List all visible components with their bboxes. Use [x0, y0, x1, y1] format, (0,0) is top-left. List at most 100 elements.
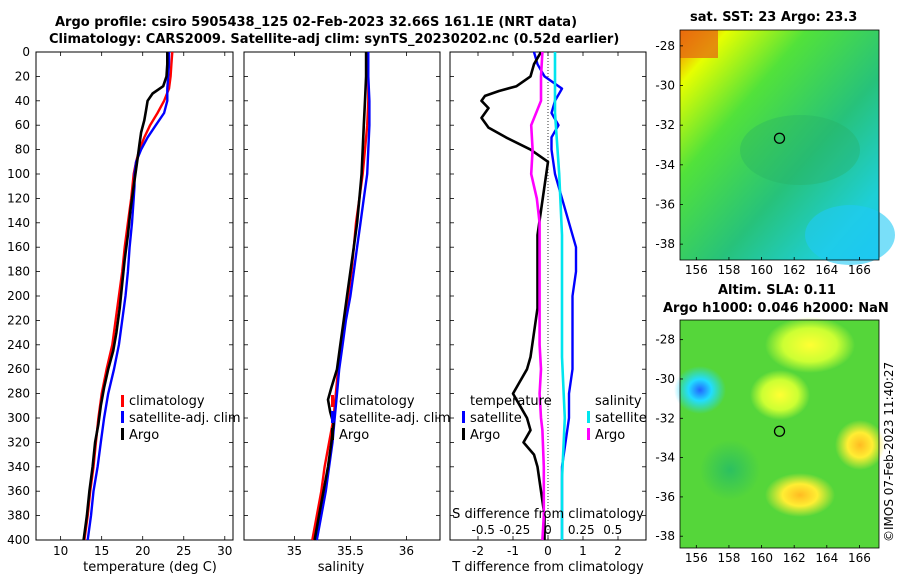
legend-swatch-climatology [121, 395, 124, 407]
plot-area [35, 51, 234, 541]
lat-tick-label: -32 [655, 118, 675, 132]
lon-tick-label: 162 [783, 263, 806, 277]
s-difference-xlabel: S difference from climatology [452, 507, 644, 522]
lat-tick-label: -34 [655, 158, 675, 172]
salinity-panel-frame [243, 51, 441, 541]
s-diff-tick-label: -0.5 [472, 523, 495, 537]
series-line-argo [313, 52, 368, 541]
legend-label-argo: Argo [339, 428, 369, 443]
depth-tick-label: 100 [7, 167, 30, 181]
x-tick-label: 15 [94, 544, 109, 558]
series-line-s-satellite [553, 52, 567, 540]
x-tick-label: 30 [217, 544, 232, 558]
depth-tick-label: 320 [7, 435, 30, 449]
lon-tick-label: 158 [717, 551, 740, 565]
depth-tick-label: 80 [15, 143, 30, 157]
sla-high-anomaly [765, 317, 855, 373]
legend-label-climatology: climatology [129, 394, 205, 409]
lon-tick-label: 162 [783, 551, 806, 565]
lat-tick-label: -38 [655, 529, 675, 543]
imos-watermark: ©IMOS 07-Feb-2023 11:40:27 [882, 362, 896, 542]
lon-tick-label: 166 [848, 263, 871, 277]
sla-high-anomaly-2 [835, 420, 885, 470]
t-difference-xlabel: T difference from climatology [451, 560, 644, 575]
depth-tick-label: 20 [15, 69, 30, 83]
sla-map [674, 317, 885, 549]
sst-cold-patch [805, 205, 895, 265]
legend-title-salinity: salinity [595, 394, 642, 409]
depth-tick-label: 200 [7, 289, 30, 303]
temperature-xlabel: temperature (deg C) [83, 560, 217, 575]
depth-tick-label: 220 [7, 313, 30, 327]
sst-map-ticks: 156 158 160 162 164 166 -28 -30 -32 -34 -36 -38 [655, 39, 870, 277]
lon-tick-label: 164 [815, 263, 838, 277]
sst-map-border [679, 29, 880, 261]
depth-tick-labels: 0 20 40 60 80 100 120 140 160 180 200 220 240 260 280 3… [7, 45, 30, 547]
lat-tick-label: -34 [655, 451, 675, 465]
s-diff-tick-label: 0.5 [603, 523, 622, 537]
depth-tick-label: 160 [7, 240, 30, 254]
depth-tick-label: 180 [7, 265, 30, 279]
title-line-1: Argo profile: csiro 5905438_125 02-Feb-2… [55, 15, 578, 30]
x-tick-label: 25 [176, 544, 191, 558]
legend-swatch-satellite [121, 411, 124, 423]
sst-map-title: sat. SST: 23 Argo: 23.3 [690, 10, 858, 25]
series-line-s-argo [529, 51, 546, 541]
legend-swatch-climatology [331, 395, 334, 407]
lat-tick-label: -28 [655, 39, 675, 53]
difference-legend: temperature satellite Argo salinity sate… [462, 394, 647, 443]
sst-argo-location-marker [773, 132, 786, 144]
legend-title-temperature: temperature [470, 394, 552, 409]
legend-label-s-argo: Argo [595, 428, 625, 443]
lat-tick-label: -30 [655, 372, 675, 386]
depth-tick-label: 380 [7, 509, 30, 523]
sla-high-anomaly-3 [765, 473, 835, 517]
salinity-tick-labels: 35 35.5 36 [287, 544, 414, 558]
depth-tick-label: 280 [7, 387, 30, 401]
x-tick-label: 0 [544, 544, 552, 558]
x-tick-label: 1 [579, 544, 587, 558]
lat-tick-label: -36 [655, 197, 675, 211]
depth-tick-label: 60 [15, 118, 30, 132]
lon-tick-label: 158 [717, 263, 740, 277]
s-diff-tick-label: -0.25 [499, 523, 530, 537]
legend-swatch-t-satellite [462, 411, 465, 423]
depth-tick-label: 300 [7, 411, 30, 425]
lon-tick-label: 160 [750, 551, 773, 565]
lon-tick-label: 164 [815, 551, 838, 565]
temperature-series [82, 51, 174, 541]
lon-tick-label: 156 [685, 551, 708, 565]
difference-panel-frame [449, 51, 647, 541]
sla-map-title-1: Altim. SLA: 0.11 [718, 283, 836, 298]
sla-map-border [679, 319, 880, 549]
x-tick-label: -2 [472, 544, 484, 558]
sla-neutral-patch [700, 440, 760, 500]
salinity-legend: climatology satellite-adj. clim Argo [331, 394, 451, 443]
sst-map [679, 29, 895, 265]
depth-tick-label: 120 [7, 191, 30, 205]
depth-tick-label: 140 [7, 216, 30, 230]
legend-swatch-s-satellite [587, 411, 590, 423]
depth-tick-label: 0 [22, 45, 30, 59]
lat-tick-label: -28 [655, 333, 675, 347]
legend-label-satellite: satellite-adj. clim [339, 411, 451, 426]
lon-tick-label: 156 [685, 263, 708, 277]
lat-tick-label: -38 [655, 237, 675, 251]
sla-map-ticks: 156 158 160 162 164 166 -28 -30 -32 -34 -36 -38 [655, 333, 870, 565]
sla-low-anomaly [674, 366, 726, 414]
x-tick-label: 2 [614, 544, 622, 558]
t-difference-tick-labels: -2 -1 0 1 2 [472, 544, 622, 558]
plot-area [243, 51, 441, 541]
s-diff-tick-label: 0.25 [568, 523, 595, 537]
x-tick-label: 10 [53, 544, 68, 558]
difference-series [480, 51, 578, 541]
s-difference-tick-labels: -0.5 -0.25 0 0.25 0.5 [472, 523, 623, 537]
title-line-2: Climatology: CARS2009. Satellite-adj cli… [49, 32, 620, 47]
legend-swatch-s-argo [587, 428, 590, 440]
legend-swatch-satellite [331, 411, 334, 423]
x-tick-label: 35.5 [337, 544, 364, 558]
legend-label-satellite: satellite-adj. clim [129, 411, 241, 426]
sla-argo-location-marker [773, 425, 786, 437]
legend-label-climatology: climatology [339, 394, 415, 409]
depth-tick-label: 400 [7, 533, 30, 547]
